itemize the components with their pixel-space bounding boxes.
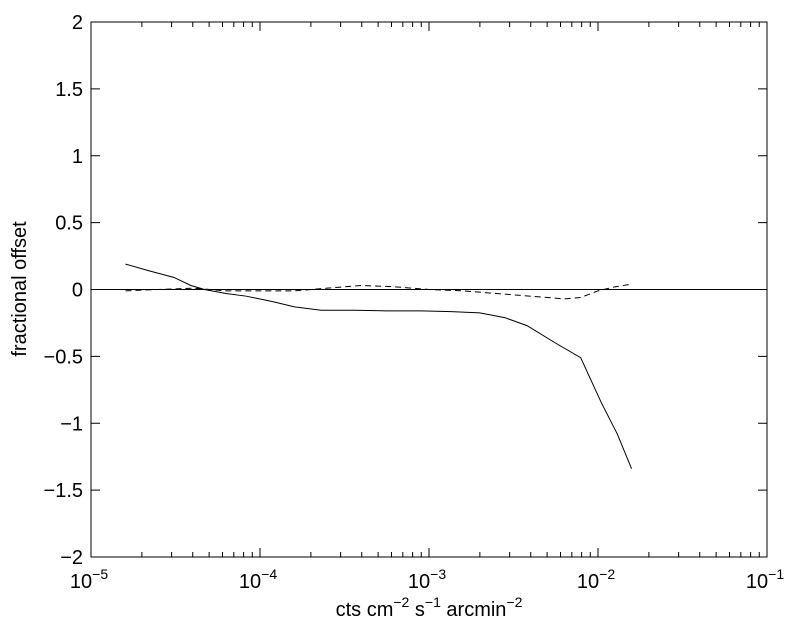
x-tick-exponent: −4 [261,566,277,582]
x-tick-base: 10 [239,571,261,593]
y-tick-label: −1.5 [44,480,83,502]
y-tick-label: 2 [72,12,83,34]
y-tick-label: 0 [72,280,83,302]
x-axis-label-exponent: −1 [425,594,441,610]
y-tick-label: 0.5 [55,213,83,235]
y-tick-label: −0.5 [44,346,83,368]
y-tick-label: −1 [60,413,83,435]
y-axis-ticks: 2 1.5 1 0.5 0 −0.5 −1 −1.5 −2 [44,12,767,569]
x-axis-label: cts cm−2 s−1 arcmin−2 [336,594,523,621]
x-tick-label: 10−5 [70,566,108,593]
x-tick-exponent: −2 [599,566,615,582]
x-axis-label-text: s [409,599,425,621]
x-tick-base: 10 [408,571,430,593]
x-tick-base: 10 [577,571,599,593]
y-axis-label: fractional offset [9,221,31,357]
y-tick-label: −2 [60,547,83,569]
y-tick-label: 1.5 [55,79,83,101]
x-tick-exponent: −3 [430,566,446,582]
x-tick-base: 10 [70,571,92,593]
x-tick-exponent: −5 [92,566,108,582]
series-line-2-dashed [125,283,632,300]
x-axis-ticks: 10−5 10−4 10−3 10−2 10−1 [70,22,784,593]
x-tick-label: 10−4 [239,566,277,593]
series-line-1-solid [125,263,633,469]
x-axis-label-exponent: −2 [506,594,522,610]
x-tick-exponent: −1 [768,566,784,582]
series-layer [125,263,633,469]
x-axis-label-text: cts cm [336,599,394,621]
x-axis-label-exponent: −2 [393,594,409,610]
x-tick-base: 10 [746,571,768,593]
x-axis-label-text: arcmin [441,599,507,621]
x-tick-label: 10−1 [746,566,784,593]
x-tick-label: 10−2 [577,566,615,593]
y-tick-label: 1 [72,146,83,168]
x-tick-label: 10−3 [408,566,446,593]
